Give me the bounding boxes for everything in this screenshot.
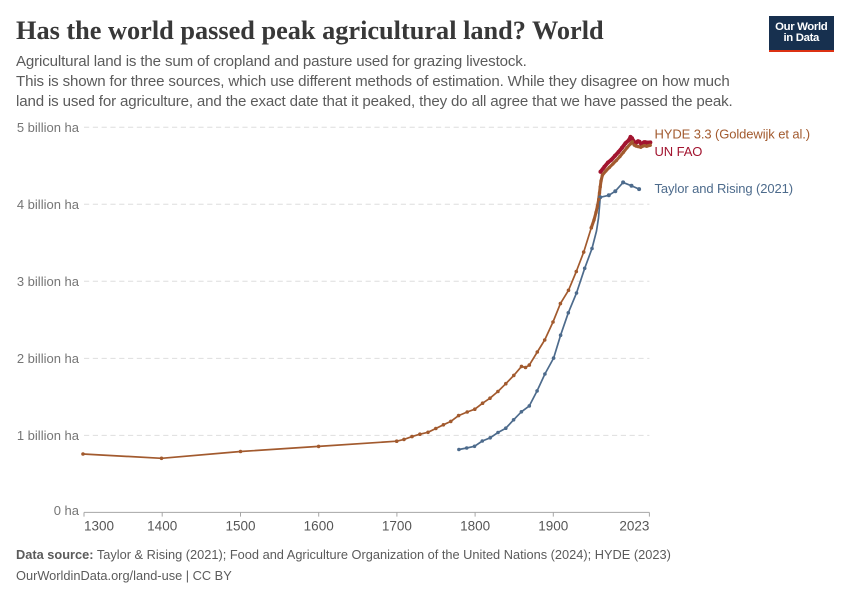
- svg-text:HYDE 3.3 (Goldewijk et al.): HYDE 3.3 (Goldewijk et al.): [655, 126, 811, 141]
- svg-text:UN FAO: UN FAO: [655, 144, 703, 159]
- svg-text:1700: 1700: [382, 519, 412, 534]
- svg-text:1900: 1900: [538, 519, 568, 534]
- svg-text:1500: 1500: [225, 519, 255, 534]
- svg-text:2 billion ha: 2 billion ha: [17, 351, 80, 366]
- svg-text:2023: 2023: [619, 519, 649, 534]
- svg-text:5 billion ha: 5 billion ha: [17, 120, 80, 135]
- svg-text:1800: 1800: [460, 519, 490, 534]
- svg-text:3 billion ha: 3 billion ha: [17, 274, 80, 289]
- svg-text:1600: 1600: [304, 519, 334, 534]
- svg-text:0 ha: 0 ha: [54, 503, 80, 518]
- svg-text:Taylor and Rising (2021): Taylor and Rising (2021): [655, 181, 794, 196]
- svg-text:4 billion ha: 4 billion ha: [17, 197, 80, 212]
- svg-text:1 billion ha: 1 billion ha: [17, 428, 80, 443]
- svg-text:1400: 1400: [147, 519, 177, 534]
- svg-text:1300: 1300: [84, 519, 114, 534]
